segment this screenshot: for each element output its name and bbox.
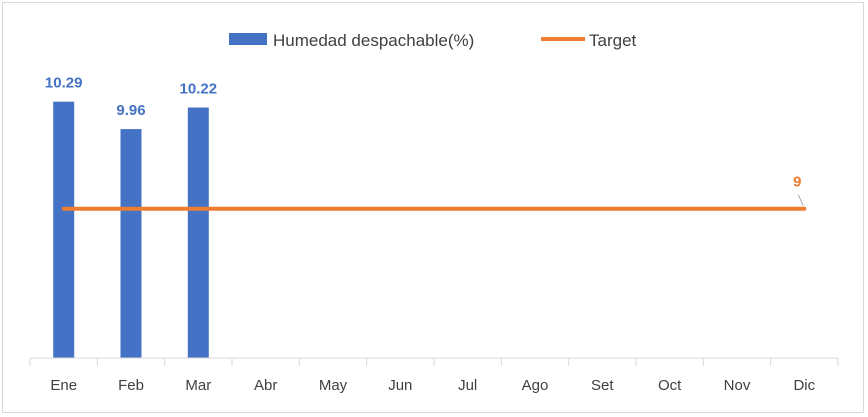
data-label-feb: 9.96 — [116, 102, 145, 119]
x-tick-label-set: Set — [591, 377, 614, 394]
bar-ene — [53, 101, 75, 358]
legend-label-humedad: Humedad despachable(%) — [273, 31, 474, 50]
x-tick-label-oct: Oct — [658, 377, 682, 394]
x-tick-label-feb: Feb — [118, 377, 144, 394]
bar-series — [53, 101, 209, 358]
legend: Humedad despachable(%) Target — [229, 31, 637, 50]
bar-mar — [187, 107, 209, 358]
target-series — [61, 194, 807, 211]
x-tick-label-jul: Jul — [458, 377, 477, 394]
legend-swatch-humedad — [229, 33, 267, 45]
legend-label-target: Target — [589, 31, 637, 50]
data-label-ene: 10.29 — [45, 75, 83, 92]
x-tick-label-ene: Ene — [50, 377, 77, 394]
x-tick-label-abr: Abr — [254, 377, 277, 394]
x-tick-label-may: May — [319, 377, 348, 394]
x-axis-ticks: Ene Feb Mar Abr May Jun Jul Ago Set Oct Nov Dic — [29, 358, 839, 394]
target-data-label: 9 — [793, 174, 801, 191]
target-label-leader — [797, 194, 804, 206]
x-tick-label-ago: Ago — [522, 377, 549, 394]
bar-feb — [120, 129, 142, 358]
data-label-mar: 10.22 — [180, 81, 218, 98]
data-labels: 10.29 9.96 10.22 9 — [45, 75, 802, 191]
x-tick-label-dic: Dic — [793, 377, 815, 394]
x-tick-label-nov: Nov — [724, 377, 751, 394]
x-tick-label-jun: Jun — [388, 377, 412, 394]
x-tick-label-mar: Mar — [185, 377, 211, 394]
